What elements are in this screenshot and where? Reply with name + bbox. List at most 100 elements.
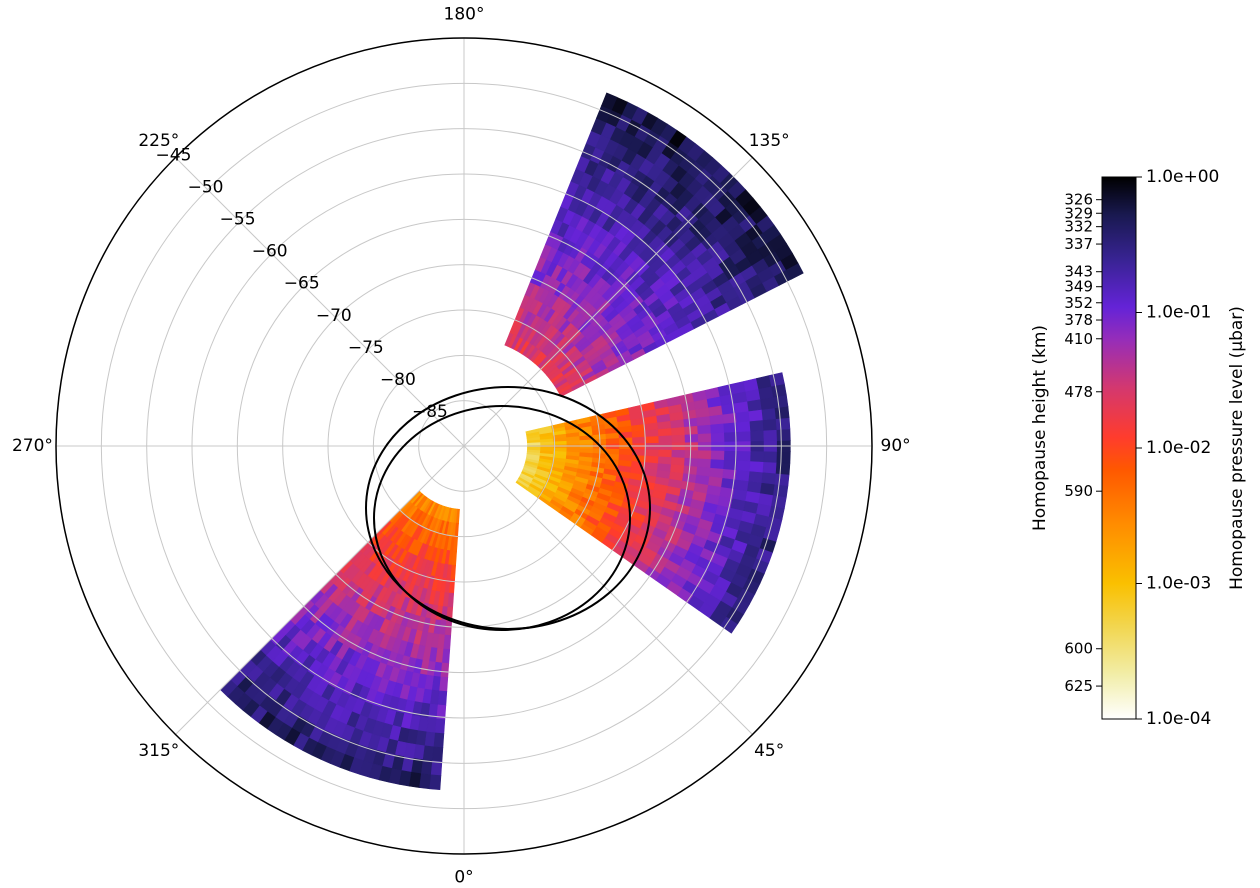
- heat-cell: [736, 420, 751, 432]
- heat-cell: [684, 449, 699, 459]
- heat-cell: [748, 409, 764, 422]
- polar-frame: [55, 37, 873, 855]
- heat-cell: [671, 434, 686, 443]
- heat-cell: [697, 449, 712, 460]
- heat-cell: [433, 732, 445, 748]
- heat-cell: [429, 774, 442, 791]
- heat-cell: [432, 746, 444, 762]
- heat-cell: [737, 450, 752, 462]
- heat-cell: [730, 381, 747, 395]
- heat-cell: [645, 435, 660, 444]
- heat-cell: [710, 450, 725, 460]
- r-tick-label: −75: [348, 338, 384, 358]
- heatmap-sector-2: [515, 372, 791, 634]
- heat-cell: [763, 429, 778, 442]
- heat-cell: [762, 461, 778, 474]
- colorbar-pressure-label: 1.0e-04: [1146, 709, 1211, 729]
- r-tick-label: −60: [252, 242, 288, 262]
- heat-cell: [684, 425, 699, 435]
- colorbar-height-label: 332: [1064, 218, 1093, 236]
- heat-cell: [443, 634, 452, 650]
- colorbar-pressure-label: 1.0e-01: [1146, 303, 1211, 323]
- heat-cell: [422, 745, 435, 762]
- theta-gridline: [175, 445, 465, 735]
- heat-cell: [439, 676, 449, 692]
- heat-cell: [749, 419, 765, 432]
- heat-cell: [657, 455, 673, 465]
- theta-tick-label: 270°: [12, 436, 53, 456]
- heat-cell: [632, 436, 647, 444]
- colorbar-pressure-label: 1.0e-02: [1146, 438, 1211, 458]
- heat-cell: [605, 448, 620, 455]
- heat-cell: [426, 717, 438, 734]
- theta-tick-label: 315°: [138, 741, 179, 761]
- theta-tick-label: 225°: [138, 131, 179, 151]
- heat-cell: [444, 620, 453, 636]
- polar-grid: [55, 37, 873, 855]
- heat-cell: [736, 460, 751, 472]
- heat-cell: [437, 690, 448, 706]
- aurora-ovals: [365, 386, 651, 631]
- heat-cell: [763, 450, 778, 463]
- heat-cell: [743, 378, 759, 392]
- heatmap-layer: [219, 92, 804, 791]
- heat-cell: [434, 718, 446, 734]
- theta-tick-label: 0°: [454, 868, 473, 888]
- heat-cell: [776, 428, 791, 441]
- heat-cell: [735, 410, 751, 423]
- heat-cell: [658, 434, 673, 443]
- colorbar-height-label: 478: [1064, 383, 1093, 401]
- heat-cell: [775, 417, 791, 430]
- theta-tick-label: 135°: [749, 131, 790, 151]
- heat-cell: [601, 92, 618, 111]
- heat-cell: [440, 662, 450, 678]
- heat-cell: [658, 449, 673, 458]
- heat-cell: [748, 470, 764, 483]
- theta-gridline: [175, 157, 465, 447]
- heat-cell: [762, 418, 778, 431]
- heat-cell: [776, 451, 791, 464]
- heat-cell: [644, 455, 659, 464]
- heat-cell: [710, 422, 725, 434]
- r-tick-label: −80: [380, 370, 416, 390]
- heat-cell: [618, 453, 633, 462]
- colorbar-height-label: 625: [1064, 677, 1093, 695]
- heat-cell: [618, 448, 633, 456]
- colorbar-height-label: 378: [1064, 311, 1093, 329]
- heat-cell: [737, 430, 752, 442]
- r-tick-label: −45: [156, 146, 192, 166]
- colorbar-height-label: 337: [1064, 235, 1093, 253]
- heat-cell: [696, 466, 711, 477]
- heat-cell: [697, 457, 712, 468]
- r-tick-label: −50: [188, 178, 224, 198]
- heat-cell: [645, 448, 660, 457]
- r-tick-label: −65: [284, 274, 320, 294]
- heat-cell: [710, 432, 725, 442]
- heat-cell: [697, 424, 712, 435]
- heat-cell: [579, 447, 594, 454]
- heat-cell: [734, 479, 750, 492]
- colorbar-height-label: 352: [1064, 294, 1093, 312]
- r-tick-label: −70: [316, 306, 352, 326]
- heat-cell: [750, 450, 765, 463]
- heat-cell: [684, 433, 699, 443]
- colorbar-label-left: Homopause height (km): [1030, 325, 1050, 531]
- colorbar-height-label: 329: [1064, 204, 1093, 222]
- colorbar-pressure-label: 1.0e+00: [1146, 167, 1219, 187]
- outer-oval: [373, 405, 631, 631]
- colorbar-height-label: 343: [1064, 263, 1093, 281]
- heat-cell: [747, 480, 763, 494]
- r-tick-label: −55: [220, 210, 256, 230]
- r-tick-label: −85: [412, 402, 448, 422]
- heat-cell: [540, 447, 555, 452]
- colorbar-height-label: 590: [1064, 482, 1093, 500]
- colorbar-height-label: 600: [1064, 640, 1093, 658]
- heat-cell: [424, 731, 436, 748]
- heat-cell: [756, 375, 772, 390]
- heat-cell: [670, 456, 686, 466]
- heat-cell: [710, 458, 725, 470]
- colorbar-label-right: Homopause pressure level (µbar): [1227, 306, 1247, 590]
- axis-labels: 0° 45° 90° 135° 180° 225° 270° 315° −45 −50 −55 −60…: [12, 4, 911, 887]
- heat-cell: [761, 471, 777, 485]
